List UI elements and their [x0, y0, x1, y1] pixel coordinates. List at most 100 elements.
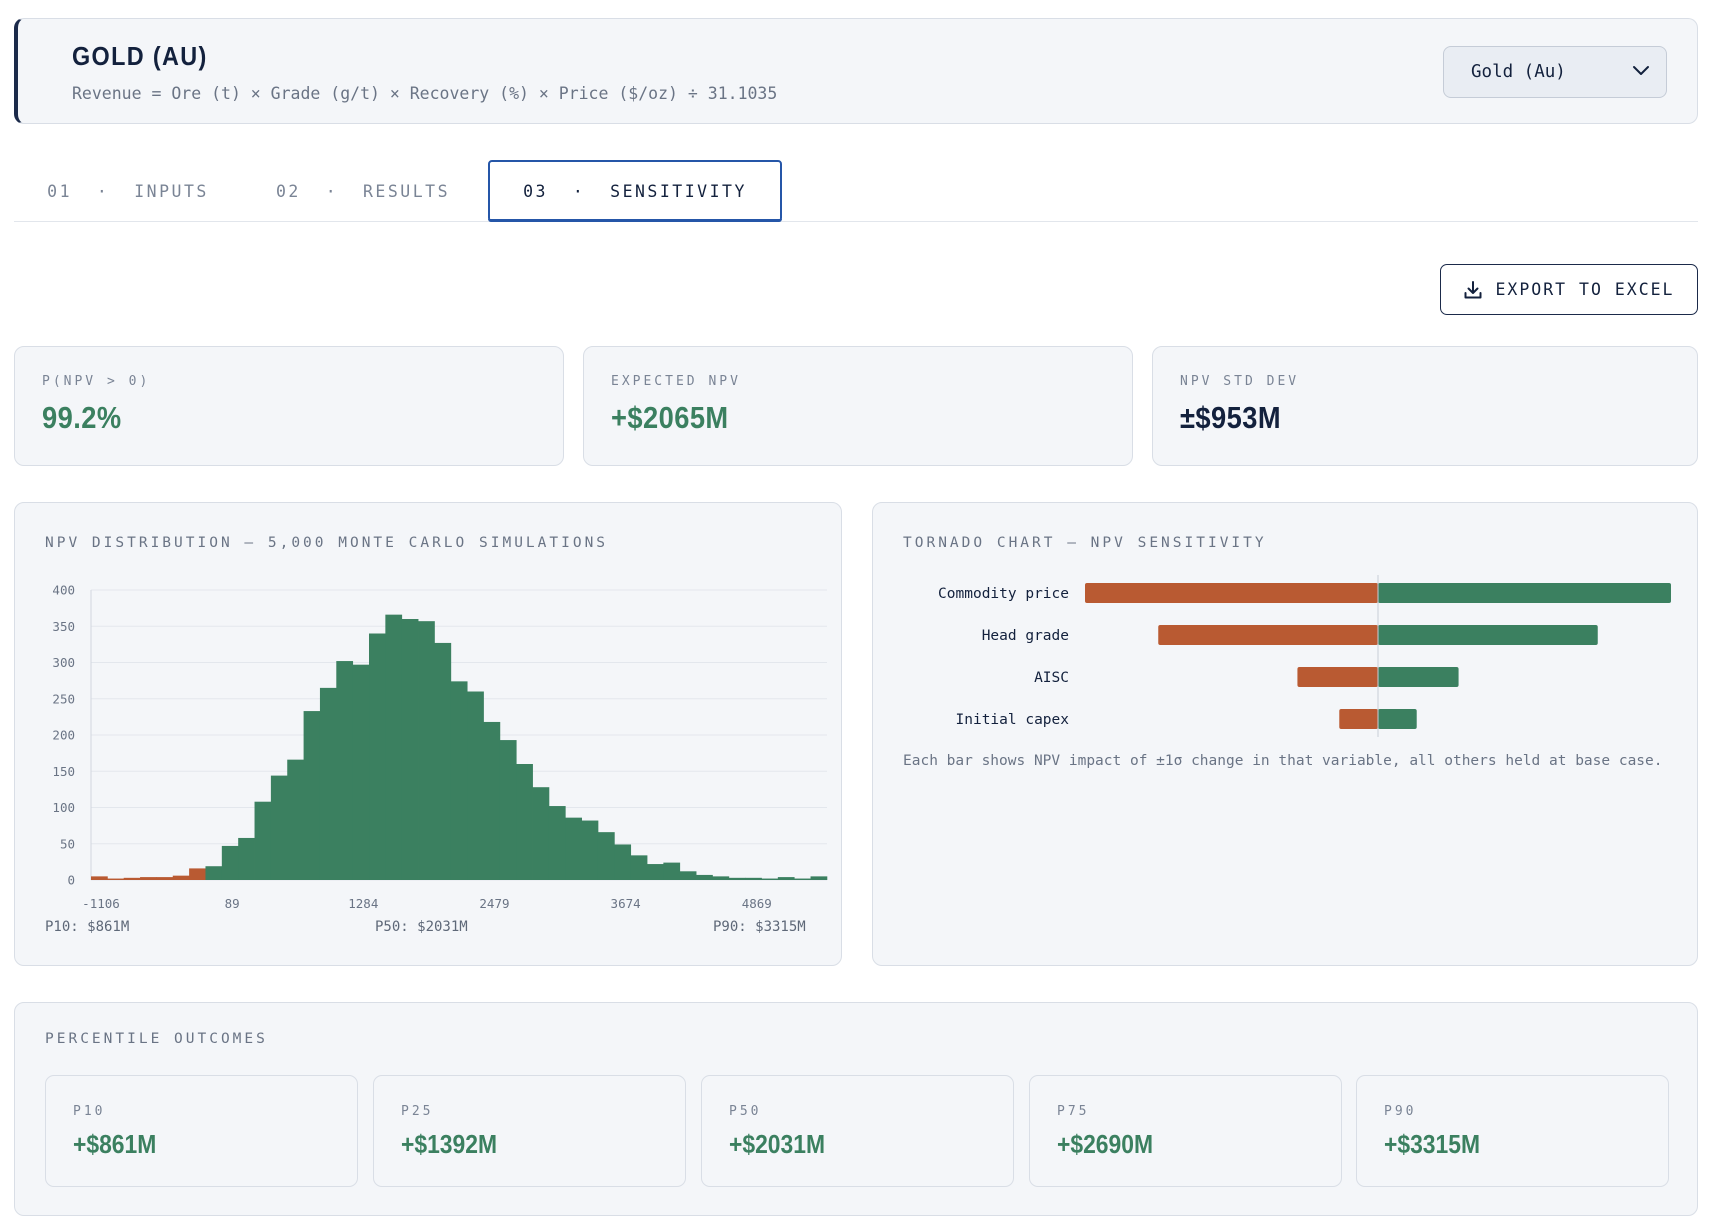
histogram-bar — [532, 787, 550, 880]
tornado-bar-upside — [1378, 583, 1671, 603]
stat-value: +$2065M — [611, 400, 729, 435]
percentile-box-p90: P90 +$3315M — [1356, 1075, 1669, 1187]
tornado-category-label: Commodity price — [938, 586, 1069, 602]
export-to-excel-button[interactable]: EXPORT TO EXCEL — [1440, 264, 1698, 315]
histogram-bar — [614, 844, 632, 880]
percentile-label: P50 — [729, 1104, 762, 1119]
histogram-bar — [107, 878, 125, 880]
histogram-x-tick-label: 1284 — [348, 896, 378, 911]
histogram-x-tick-label: 89 — [225, 896, 240, 911]
histogram-y-tick-label: 400 — [52, 583, 75, 598]
histogram-y-tick-label: 350 — [52, 619, 75, 634]
chevron-down-icon — [1633, 66, 1649, 75]
commodity-select[interactable]: Gold (Au) — [1443, 46, 1667, 98]
histogram-bar — [647, 864, 664, 880]
histogram-bar — [745, 877, 762, 880]
histogram-bar — [630, 855, 648, 880]
histogram-p50-label: P50: $2031M — [375, 919, 468, 935]
tornado-chart-card: TORNADO CHART — NPV SENSITIVITY Commodit… — [872, 502, 1698, 966]
stat-label: EXPECTED NPV — [611, 374, 741, 389]
stat-label: NPV STD DEV — [1180, 374, 1300, 389]
tornado-chart-note: Each bar shows NPV impact of ±1σ change … — [903, 753, 1663, 769]
percentile-outcomes-title: PERCENTILE OUTCOMES — [45, 1031, 268, 1047]
tornado-category-label: Initial capex — [956, 712, 1070, 728]
histogram-bar — [221, 845, 239, 880]
histogram-bar — [401, 619, 419, 880]
percentile-box-p50: P50 +$2031M — [701, 1075, 1014, 1187]
histogram-bar — [352, 664, 370, 880]
histogram-x-tick-label: 2479 — [479, 896, 509, 911]
percentile-outcomes-card: PERCENTILE OUTCOMES P10 +$861M P25 +$139… — [14, 1002, 1698, 1216]
histogram-y-tick-label: 0 — [67, 873, 75, 888]
histogram-bar — [319, 687, 337, 880]
histogram-bar — [205, 866, 223, 880]
histogram-bar — [156, 877, 174, 880]
histogram-bar — [581, 820, 599, 880]
tab-sensitivity[interactable]: 03 · SENSITIVITY — [488, 160, 782, 222]
histogram-bar — [777, 877, 795, 880]
tab-inputs[interactable]: 01 · INPUTS — [47, 181, 209, 201]
percentile-label: P10 — [73, 1104, 106, 1119]
histogram-bar — [140, 877, 157, 880]
percentile-value: +$1392M — [401, 1129, 498, 1159]
histogram-y-tick-label: 100 — [52, 800, 75, 815]
tornado-chart-title: TORNADO CHART — NPV SENSITIVITY — [903, 535, 1267, 551]
histogram-bar — [810, 876, 828, 880]
histogram-bar — [369, 633, 386, 880]
histogram-bar — [238, 837, 255, 880]
percentile-label: P25 — [401, 1104, 434, 1119]
stat-value: 99.2% — [42, 400, 122, 435]
histogram-p90-label: P90: $3315M — [713, 919, 806, 935]
histogram-y-tick-label: 300 — [52, 655, 75, 670]
stat-card-npv-std-dev: NPV STD DEV ±$953M — [1152, 346, 1698, 466]
tornado-category-label: Head grade — [982, 628, 1069, 644]
tab-results[interactable]: 02 · RESULTS — [275, 181, 451, 201]
stat-card-expected-npv: EXPECTED NPV +$2065M — [583, 346, 1133, 466]
tornado-bar-upside — [1378, 709, 1417, 729]
histogram-bar — [499, 740, 517, 880]
percentile-value: +$2690M — [1057, 1129, 1154, 1159]
histogram-bar — [287, 759, 304, 880]
percentile-label: P90 — [1384, 1104, 1417, 1119]
histogram-bar — [336, 661, 354, 880]
histogram-bar — [91, 876, 108, 880]
histogram-bar — [728, 877, 746, 880]
histogram-bar — [254, 801, 272, 880]
download-icon — [1464, 280, 1482, 298]
histogram-bar — [712, 876, 730, 880]
tornado-bar-upside — [1378, 625, 1598, 645]
commodity-select-value: Gold (Au) — [1471, 62, 1566, 82]
histogram-bar — [483, 721, 501, 880]
histogram-bar — [794, 878, 811, 880]
tornado-bar-upside — [1378, 667, 1459, 687]
histogram-x-tick-label: 3674 — [611, 896, 641, 911]
histogram-bar — [548, 806, 566, 880]
histogram-y-tick-label: 50 — [60, 836, 75, 851]
histogram-x-tick-label: -1106 — [82, 896, 120, 911]
stat-value: ±$953M — [1180, 400, 1282, 435]
percentile-value: +$3315M — [1384, 1129, 1481, 1159]
histogram-bar — [597, 832, 615, 880]
stat-card-prob-positive: P(NPV > 0) 99.2% — [14, 346, 564, 466]
tornado-bar-downside — [1297, 667, 1378, 687]
npv-distribution-card: NPV DISTRIBUTION — 5,000 MONTE CARLO SIM… — [14, 502, 842, 966]
percentile-box-p25: P25 +$1392M — [373, 1075, 686, 1187]
percentile-value: +$2031M — [729, 1129, 826, 1159]
header-card: GOLD (AU) Revenue = Ore (t) × Grade (g/t… — [14, 18, 1698, 124]
histogram-bar — [123, 877, 141, 880]
histogram-y-tick-label: 200 — [52, 728, 75, 743]
tab-bar: 01 · INPUTS 02 · RESULTS 03 · SENSITIVIT… — [14, 160, 1698, 222]
histogram-bar — [434, 642, 452, 880]
revenue-formula: Revenue = Ore (t) × Grade (g/t) × Recove… — [72, 84, 778, 103]
percentile-value: +$861M — [73, 1129, 157, 1159]
histogram-bar — [172, 875, 190, 880]
tornado-bar-downside — [1158, 625, 1378, 645]
tornado-bar-downside — [1085, 583, 1378, 603]
histogram-bar — [696, 874, 713, 880]
histogram-bar — [467, 691, 484, 880]
percentile-box-p10: P10 +$861M — [45, 1075, 358, 1187]
histogram-bar — [189, 868, 206, 880]
export-button-label: EXPORT TO EXCEL — [1495, 280, 1675, 299]
npv-histogram-chart: 0 50 100 150 200 250 300 350 400 -1106 89 1284 2479 3… — [52, 583, 828, 911]
histogram-bar — [565, 817, 582, 880]
